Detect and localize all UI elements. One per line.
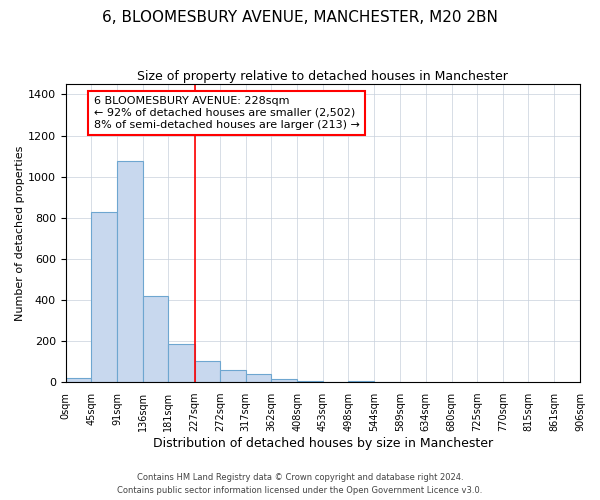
Text: 6 BLOOMESBURY AVENUE: 228sqm
← 92% of detached houses are smaller (2,502)
8% of : 6 BLOOMESBURY AVENUE: 228sqm ← 92% of de…	[94, 96, 360, 130]
Bar	[91, 212, 117, 382]
Y-axis label: Number of detached properties: Number of detached properties	[15, 146, 25, 321]
Bar	[220, 370, 245, 382]
Text: Contains HM Land Registry data © Crown copyright and database right 2024.
Contai: Contains HM Land Registry data © Crown c…	[118, 474, 482, 495]
Bar	[349, 381, 374, 382]
Bar	[65, 378, 91, 382]
Title: Size of property relative to detached houses in Manchester: Size of property relative to detached ho…	[137, 70, 508, 83]
Text: 6, BLOOMESBURY AVENUE, MANCHESTER, M20 2BN: 6, BLOOMESBURY AVENUE, MANCHESTER, M20 2…	[102, 10, 498, 25]
Bar	[117, 162, 143, 382]
Bar	[297, 381, 323, 382]
Bar	[194, 360, 220, 382]
Bar	[245, 374, 271, 382]
Bar	[271, 379, 297, 382]
Bar	[143, 296, 169, 382]
Bar	[169, 344, 194, 382]
X-axis label: Distribution of detached houses by size in Manchester: Distribution of detached houses by size …	[153, 437, 493, 450]
